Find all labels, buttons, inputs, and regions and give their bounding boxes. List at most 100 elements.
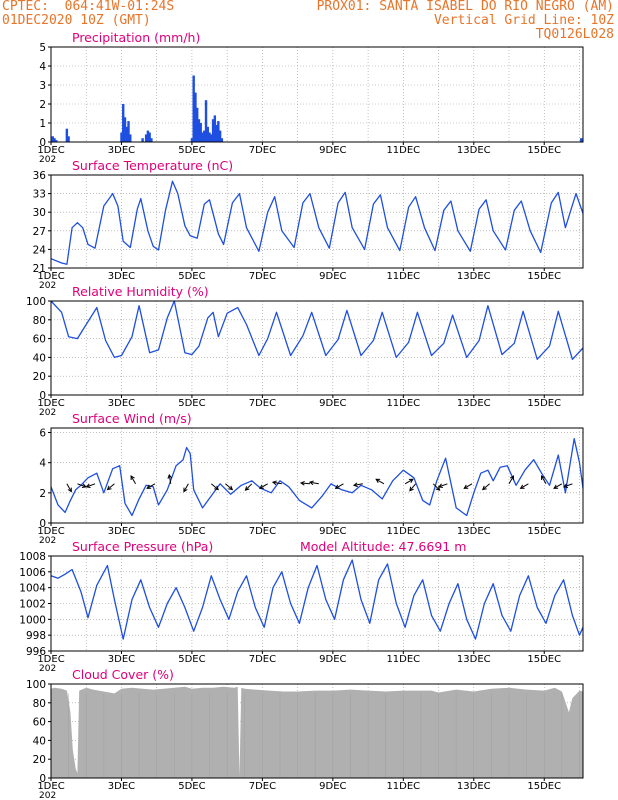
- x-tick-label: 11DEC: [386, 781, 420, 792]
- x-tick-label: 1DEC: [37, 781, 64, 792]
- precip-bar: [192, 75, 195, 142]
- wind-arrow-head: [409, 486, 414, 492]
- y-tick-label: 27: [33, 226, 46, 238]
- series-line: [50, 300, 584, 360]
- y-tick-label: 996: [26, 646, 46, 658]
- y-tick-label: 1004: [19, 583, 46, 595]
- precip-bar: [217, 121, 220, 142]
- panel-title: Cloud Cover (%): [72, 667, 174, 682]
- y-tick-label: 100: [26, 296, 46, 308]
- x-tick-label: 1DEC: [37, 526, 64, 537]
- wind-arrow-shaft: [520, 483, 529, 489]
- precip-bar: [120, 132, 123, 142]
- precip-bar: [208, 132, 211, 142]
- x-tick-label: 9DEC: [319, 271, 346, 282]
- precip-bar: [123, 117, 127, 142]
- y-tick-label: 36: [33, 170, 47, 182]
- x-tick-label: 15DEC: [527, 781, 561, 792]
- series-line: [50, 559, 584, 640]
- y-tick-label: 1008: [19, 551, 46, 563]
- precip-bar: [67, 136, 70, 142]
- precip-bar: [51, 136, 54, 142]
- x-tick-label: 7DEC: [249, 271, 276, 282]
- wind-arrow-head: [258, 484, 264, 489]
- x-tick-label: 15DEC: [527, 654, 561, 665]
- precip-bar: [125, 126, 128, 142]
- x-tick-label: 3DEC: [108, 271, 135, 282]
- panel-title: Surface Wind (m/s): [72, 411, 192, 426]
- wind-arrow-shaft: [146, 483, 156, 489]
- wind-arrow-shaft: [553, 483, 563, 489]
- cloud-cover-area: [51, 686, 583, 778]
- x-tick-label: 13DEC: [457, 654, 491, 665]
- y-tick-label: 40: [33, 735, 46, 747]
- precip-bar: [122, 104, 125, 142]
- wind-arrow-head: [85, 483, 91, 488]
- x-tick-label: 9DEC: [319, 654, 346, 665]
- wind-arrow-shaft: [353, 483, 363, 486]
- precip-bar: [199, 123, 202, 142]
- y-tick-label: 0: [39, 390, 46, 402]
- wind-arrow-head: [334, 484, 340, 489]
- y-tick-label: 24: [33, 244, 47, 256]
- panel-frame: [50, 46, 584, 143]
- x-tick-label: 3DEC: [108, 398, 135, 409]
- series-line: [50, 180, 584, 265]
- header-model-id: TQ0126L028: [535, 27, 614, 42]
- wind-arrow-shaft: [375, 478, 385, 485]
- x-tick-label: 5DEC: [178, 654, 205, 665]
- x-tick-label: 11DEC: [386, 398, 420, 409]
- precip-bar: [213, 115, 217, 142]
- wind-arrow-head: [183, 487, 188, 493]
- x-tick-label: 5DEC: [178, 145, 205, 156]
- panel-title: Surface Temperature (nC): [72, 158, 233, 173]
- precip-bar: [53, 138, 56, 142]
- x-tick-label: 9DEC: [319, 526, 346, 537]
- wind-arrow-head: [437, 483, 443, 488]
- x-tick-label: 13DEC: [457, 781, 491, 792]
- y-tick-label: 2: [39, 488, 46, 500]
- x-tick-label: 3DEC: [108, 654, 135, 665]
- precip-bar: [220, 138, 224, 142]
- x-tick-label: 3DEC: [108, 781, 135, 792]
- x-tick-label: 1DEC: [37, 271, 64, 282]
- x-tick-label: 7DEC: [249, 781, 276, 792]
- x-tick-label: 11DEC: [386, 654, 420, 665]
- precip-bar: [218, 130, 222, 142]
- precip-bar: [211, 119, 215, 142]
- wind-arrow-shaft: [107, 483, 115, 490]
- precip-bar: [65, 128, 69, 142]
- precip-bar: [580, 138, 583, 142]
- x-tick-label: 11DEC: [386, 145, 420, 156]
- wind-arrow-shaft: [300, 482, 310, 485]
- precip-bar: [204, 100, 208, 142]
- y-tick-label: 1002: [19, 599, 46, 611]
- panel-annotation: Model Altitude: 47.6691 m: [300, 539, 466, 554]
- wind-arrow-head: [540, 475, 546, 481]
- x-year-label: 202: [39, 155, 56, 165]
- x-tick-label: 1DEC: [37, 654, 64, 665]
- precip-bar: [127, 121, 130, 142]
- x-year-label: 202: [39, 408, 56, 418]
- wind-arrow-shaft: [77, 483, 87, 488]
- precip-bar: [194, 92, 197, 142]
- wind-arrow-shaft: [272, 481, 282, 485]
- precip-bar: [141, 138, 144, 142]
- panel-title: Precipitation (mm/h): [72, 30, 200, 45]
- x-tick-label: 7DEC: [249, 654, 276, 665]
- y-tick-label: 20: [33, 371, 46, 383]
- wind-arrow-shaft: [335, 483, 344, 489]
- x-year-label: 202: [39, 791, 56, 800]
- y-tick-label: 1000: [19, 614, 46, 626]
- precip-bar: [201, 132, 204, 142]
- y-tick-label: 100: [26, 679, 46, 691]
- y-tick-label: 80: [33, 698, 46, 710]
- wind-arrow-head: [435, 486, 441, 491]
- x-tick-label: 13DEC: [457, 526, 491, 537]
- y-tick-label: 2: [39, 99, 46, 111]
- y-tick-label: 30: [33, 207, 46, 219]
- wind-arrow-head: [228, 485, 234, 491]
- precip-bar: [146, 130, 150, 142]
- precip-bar: [144, 134, 148, 142]
- wind-arrow-head: [375, 478, 381, 483]
